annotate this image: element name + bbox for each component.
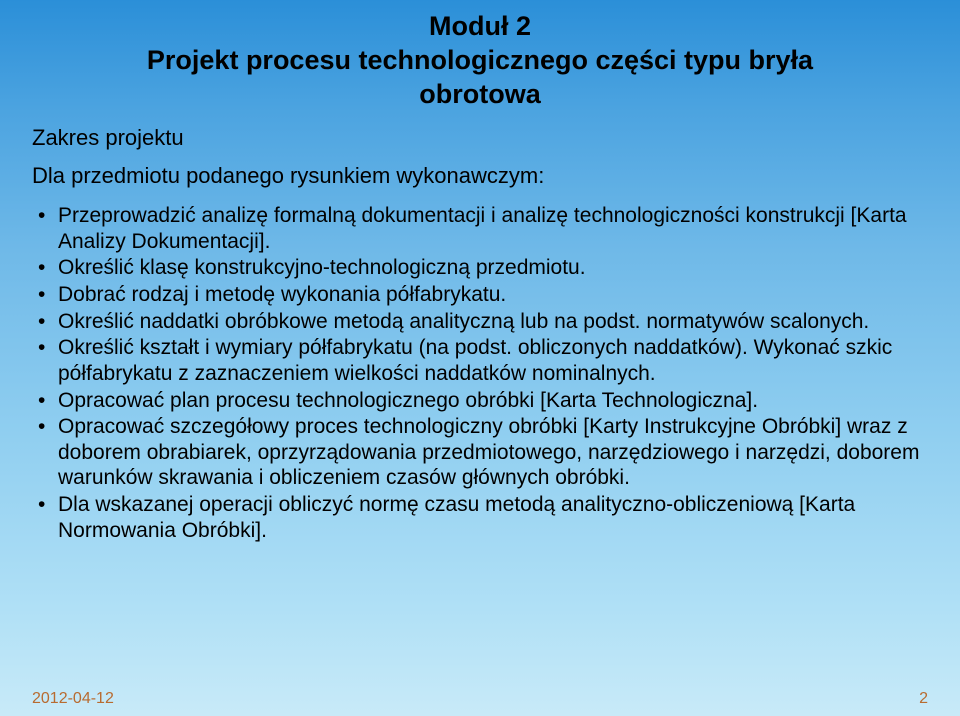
footer-date: 2012-04-12 bbox=[32, 690, 114, 708]
list-item: Określić kształt i wymiary półfabrykatu … bbox=[32, 335, 928, 386]
list-item: Dobrać rodzaj i metodę wykonania półfabr… bbox=[32, 282, 928, 308]
intro-text: Dla przedmiotu podanego rysunkiem wykona… bbox=[32, 163, 928, 189]
bullet-list: Przeprowadzić analizę formalną dokumenta… bbox=[32, 203, 928, 543]
title-line-1: Moduł 2 bbox=[32, 10, 928, 44]
section-subhead: Zakres projektu bbox=[32, 125, 928, 151]
list-item: Dla wskazanej operacji obliczyć normę cz… bbox=[32, 492, 928, 543]
title-line-2: Projekt procesu technologicznego części … bbox=[32, 44, 928, 78]
slide: Moduł 2 Projekt procesu technologicznego… bbox=[0, 0, 960, 716]
list-item: Określić naddatki obróbkowe metodą anali… bbox=[32, 309, 928, 335]
list-item: Określić klasę konstrukcyjno-technologic… bbox=[32, 255, 928, 281]
slide-title: Moduł 2 Projekt procesu technologicznego… bbox=[32, 10, 928, 111]
list-item: Opracować szczegółowy proces technologic… bbox=[32, 414, 928, 491]
title-line-3: obrotowa bbox=[32, 78, 928, 112]
list-item: Przeprowadzić analizę formalną dokumenta… bbox=[32, 203, 928, 254]
slide-footer: 2012-04-12 2 bbox=[32, 690, 928, 708]
list-item: Opracować plan procesu technologicznego … bbox=[32, 388, 928, 414]
footer-page: 2 bbox=[919, 690, 928, 708]
